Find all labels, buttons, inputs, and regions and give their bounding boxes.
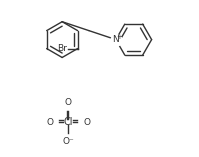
Text: N: N <box>112 35 119 44</box>
Text: O⁻: O⁻ <box>62 137 74 146</box>
Text: +: + <box>116 34 122 40</box>
Text: O: O <box>83 118 90 127</box>
Text: O: O <box>65 98 72 107</box>
Text: Br: Br <box>57 44 67 53</box>
Text: Cl: Cl <box>64 117 73 127</box>
Text: O: O <box>47 118 54 127</box>
